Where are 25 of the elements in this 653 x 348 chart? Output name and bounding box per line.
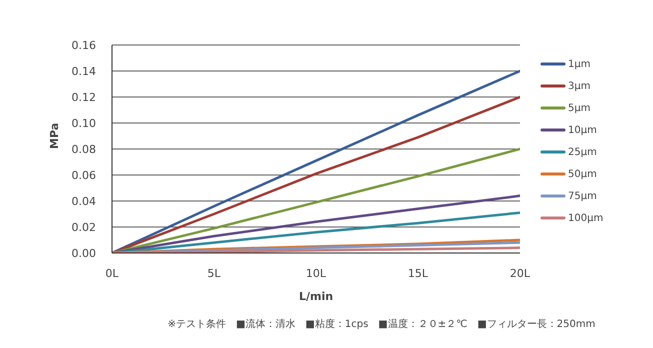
y-tick-label: 0.14 <box>72 64 96 78</box>
x-tick-label: 0L <box>105 266 120 280</box>
legend-label: 5μm <box>568 102 590 114</box>
y-tick-label: 0.10 <box>72 116 96 130</box>
x-tick-label: 5L <box>207 266 222 280</box>
y-tick-label: 0.08 <box>72 142 96 156</box>
y-tick-label: 0.16 <box>72 38 96 52</box>
legend-label: 50μm <box>568 168 597 180</box>
y-tick-label: 0.06 <box>72 168 96 182</box>
legend-label: 100μm <box>568 212 604 224</box>
x-tick-label: 15L <box>408 266 429 280</box>
y-tick-label: 0.02 <box>72 220 96 234</box>
y-tick-label: 0.00 <box>72 246 96 260</box>
legend-label: 10μm <box>568 124 597 136</box>
y-tick-label: 0.04 <box>72 194 96 208</box>
legend-label: 3μm <box>568 80 590 92</box>
text: ※テスト条件 ■流体：清水 ■粘度：1cps ■温度：２０±２℃ ■フィルター長：250mm <box>166 318 596 331</box>
x-tick-label: 20L <box>510 266 531 280</box>
y-axis-title: MPa <box>48 122 61 149</box>
x-tick-label: 10L <box>306 266 327 280</box>
legend-label: 1μm <box>568 58 590 70</box>
legend-label: 75μm <box>568 190 597 202</box>
legend-label: 25μm <box>568 146 597 158</box>
x-axis-title: L/min <box>298 290 334 303</box>
y-tick-label: 0.12 <box>72 90 96 104</box>
